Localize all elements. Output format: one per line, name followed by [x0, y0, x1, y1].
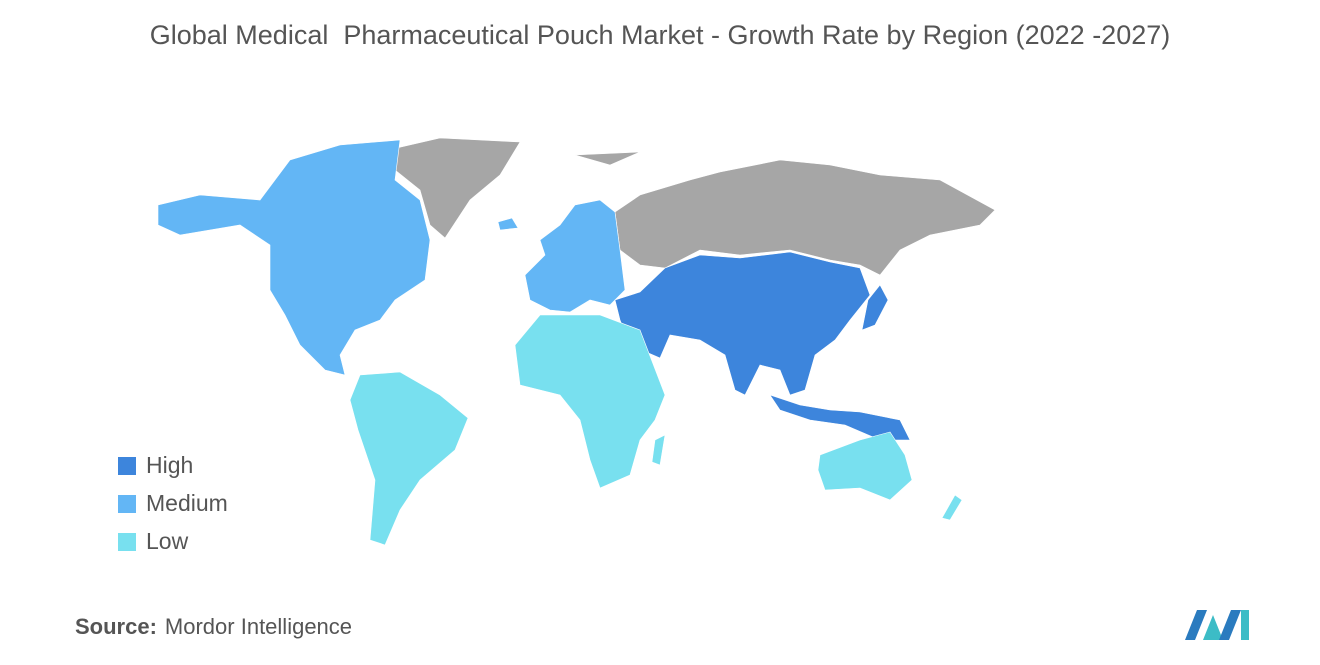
indonesia [769, 394, 911, 441]
legend-item: High [118, 452, 193, 479]
legend-label: Medium [146, 490, 228, 516]
legend-item: Low [118, 528, 188, 555]
legend-swatch [118, 456, 136, 475]
north-america [157, 139, 431, 376]
title: Global Medical Pharmaceutical Pouch Mark… [149, 20, 1171, 50]
source: Source: Mordor Intelligence [75, 614, 352, 640]
legend-label: Low [146, 528, 189, 554]
greenland [387, 137, 521, 239]
svalbard [574, 151, 641, 166]
legend-swatch [118, 532, 136, 551]
australia [817, 431, 913, 501]
russia [614, 159, 996, 276]
africa [514, 314, 666, 489]
source-text: Mordor Intelligence [164, 614, 353, 639]
legend-item: Medium [118, 490, 228, 517]
europe [524, 199, 626, 313]
madagascar [651, 434, 666, 466]
new-zealand [941, 494, 963, 521]
legend-label: High [146, 452, 194, 478]
source-label: Source: [75, 614, 157, 639]
logo [1185, 610, 1249, 640]
south-america [349, 371, 469, 546]
japan [861, 284, 889, 331]
iceland [497, 217, 519, 231]
asia-high [614, 251, 871, 396]
legend-swatch [118, 494, 136, 513]
